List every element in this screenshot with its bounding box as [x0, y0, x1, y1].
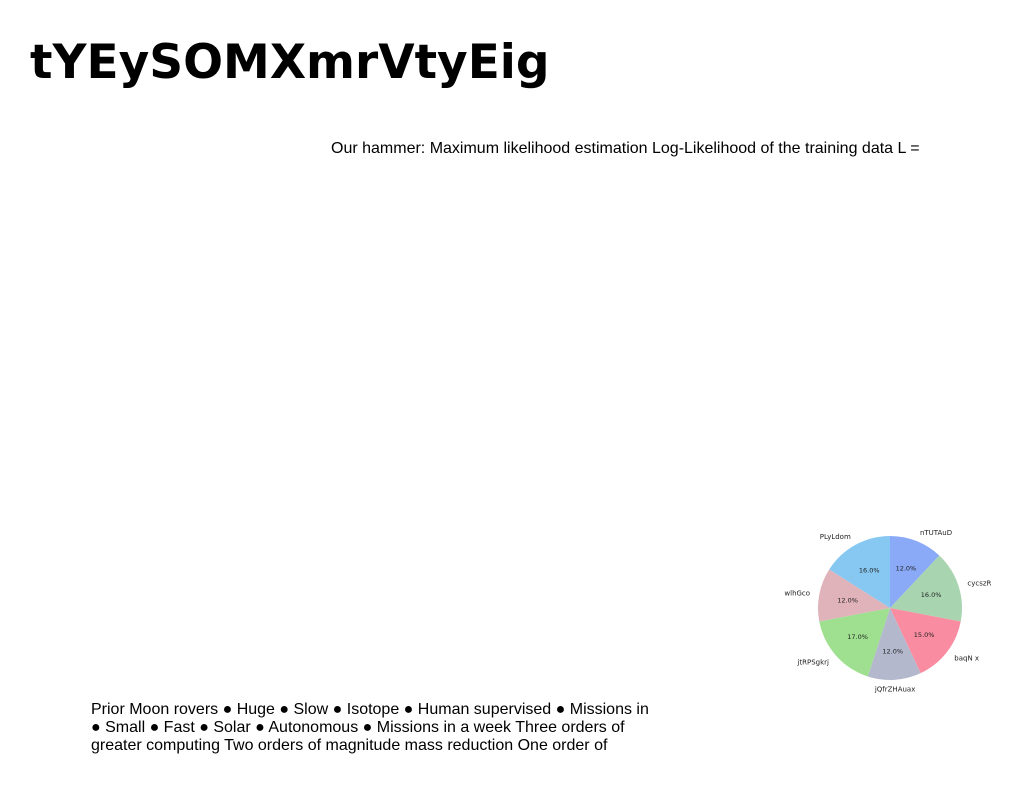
- pie-category-label: jtRPSgkrj: [796, 658, 829, 666]
- body-line: Prior Moon rovers ● Huge ● Slow ● Isotop…: [91, 701, 649, 718]
- pie-slice-plyldom: [829, 536, 890, 608]
- pie-category-label: PLyLdom: [820, 533, 851, 541]
- pie-value-label: 12.0%: [837, 596, 858, 604]
- pie-value-label: 17.0%: [847, 633, 868, 641]
- pie-slice-baqn-x: [890, 608, 961, 674]
- pie-chart-svg: 12.0% nTUTAuD 16.0% cycszR 15.0% baqN x 12.0% j…: [784, 529, 991, 694]
- pie-slice-ntutaud: [890, 536, 940, 608]
- pie-category-label: wlhGco: [784, 589, 810, 597]
- pie-value-label: 12.0%: [896, 564, 917, 572]
- pie-category-label: nTUTAuD: [920, 529, 952, 537]
- pie-slice-cycszr: [890, 555, 962, 622]
- pie-value-label: 15.0%: [914, 631, 935, 639]
- slide-caption: Our hammer: Maximum likelihood estimatio…: [331, 140, 920, 157]
- pie-slice-jqfrzhauax: [867, 608, 921, 680]
- pie-slice-jtrpsgkrj: [819, 608, 890, 677]
- pie-category-label: baqN x: [954, 654, 979, 662]
- pie-slice-wlhgco: [818, 569, 890, 622]
- pie-value-label: 12.0%: [882, 648, 903, 656]
- slide-title: tYEySOMXmrVtyEig: [30, 35, 550, 90]
- slide-body-text: Prior Moon rovers ● Huge ● Slow ● Isotop…: [91, 701, 691, 755]
- pie-chart: 12.0% nTUTAuD 16.0% cycszR 15.0% baqN x 12.0% j…: [770, 500, 1010, 720]
- pie-category-label: jQfrZHAuax: [874, 686, 916, 694]
- pie-category-label: cycszR: [967, 579, 991, 587]
- pie-value-label: 16.0%: [921, 591, 942, 599]
- body-line: ● Small ● Fast ● Solar ● Autonomous ● Mi…: [91, 719, 625, 736]
- body-line: greater computing Two orders of magnitud…: [91, 737, 608, 754]
- pie-value-label: 16.0%: [859, 567, 880, 575]
